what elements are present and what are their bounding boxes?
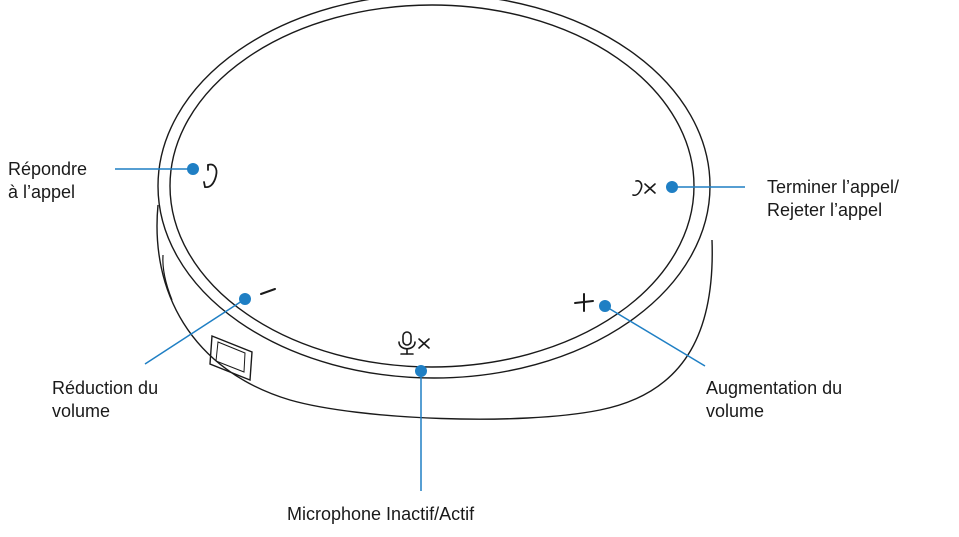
callout-end-reject — [666, 181, 745, 193]
microphone-label-line-1: Microphone Inactif/Actif — [287, 504, 475, 524]
volume-down-label-line-1: Réduction du — [52, 378, 159, 398]
answer-call-label-line-1: Répondre — [8, 159, 88, 179]
answer-call-label-line-2: à l’appel — [8, 182, 76, 202]
callout-volume-up — [599, 300, 706, 367]
callout-volume-down — [144, 293, 251, 365]
minus-icon — [260, 288, 276, 295]
answer-call-label: Répondre à l’appel — [8, 158, 87, 204]
phone-answer-icon — [203, 163, 218, 189]
callout-answer — [115, 163, 199, 175]
usb-port-inner — [215, 341, 246, 373]
callout-microphone — [415, 365, 427, 491]
volume-up-label-line-2: volume — [706, 401, 765, 421]
device-side-wall — [156, 204, 713, 420]
plus-icon — [574, 293, 594, 312]
device-top-surface — [169, 4, 695, 368]
volume-up-label: Augmentation du volume — [706, 377, 842, 423]
volume-down-label: Réduction du volume — [52, 377, 158, 423]
end-reject-call-label-line-1: Terminer l’appel/ — [767, 177, 900, 197]
end-reject-call-label: Terminer l’appel/ Rejeter l’appel — [767, 176, 899, 222]
usb-port — [209, 334, 253, 382]
speakerphone-device — [156, 0, 713, 420]
side-slot — [162, 254, 173, 301]
end-reject-call-label-line-2: Rejeter l’appel — [767, 200, 883, 220]
microphone-label: Microphone Inactif/Actif — [287, 503, 474, 526]
microphone-mute-icon — [398, 331, 430, 355]
phone-hangup-icon — [632, 180, 656, 197]
volume-up-label-line-1: Augmentation du — [706, 378, 843, 398]
device-top-rim — [157, 0, 711, 379]
volume-down-label-line-2: volume — [52, 401, 111, 421]
